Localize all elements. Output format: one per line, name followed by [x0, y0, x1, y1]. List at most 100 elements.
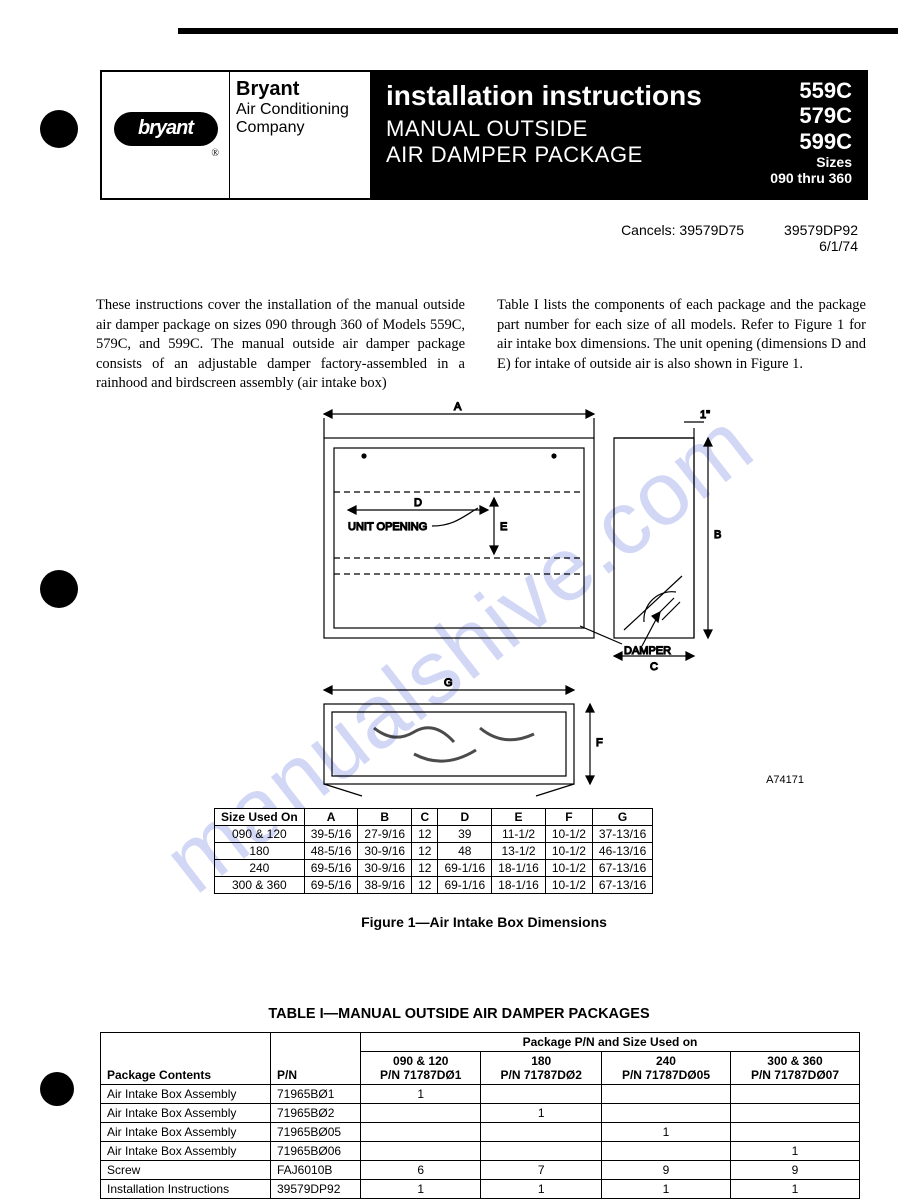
cell: 48-5/16: [304, 843, 358, 860]
col-header: E: [492, 809, 546, 826]
cell-qty: 1: [361, 1180, 481, 1199]
cell: 10-1/2: [545, 843, 592, 860]
cell: 67-13/16: [592, 860, 652, 877]
cell-qty: [481, 1142, 601, 1161]
dim-G: G: [444, 677, 453, 689]
size-col-header: 240P/N 71787DØ05: [601, 1052, 730, 1085]
cancels-text: Cancels: 39579D75: [621, 222, 744, 238]
cell-qty: [601, 1104, 730, 1123]
col-package-contents: Package Contents: [101, 1033, 271, 1085]
cell: 69-1/16: [438, 877, 492, 894]
cell-qty: 6: [361, 1161, 481, 1180]
cell: 67-13/16: [592, 877, 652, 894]
package-table: Package Contents P/N Package P/N and Siz…: [100, 1032, 860, 1199]
brand-name: Bryant: [236, 78, 364, 101]
cell-qty: [361, 1142, 481, 1161]
cell-qty: 1: [361, 1085, 481, 1104]
col-header: B: [358, 809, 412, 826]
cell-qty: [730, 1104, 859, 1123]
table-row: 090 & 12039-5/1627-9/16123911-1/210-1/23…: [215, 826, 653, 843]
cell-qty: 7: [481, 1161, 601, 1180]
table-row: 24069-5/1630-9/161269-1/1618-1/1610-1/26…: [215, 860, 653, 877]
figure-caption: Figure 1—Air Intake Box Dimensions: [104, 914, 864, 930]
table-row: Air Intake Box Assembly71965BØ11: [101, 1085, 860, 1104]
cell-qty: [481, 1085, 601, 1104]
cell: 30-9/16: [358, 843, 412, 860]
cell: 12: [412, 826, 438, 843]
title-left: installation instructions MANUAL OUTSIDE…: [386, 78, 702, 192]
cell-pn: 71965BØ1: [271, 1085, 361, 1104]
cell-pn: FAJ6010B: [271, 1161, 361, 1180]
cell: 69-5/16: [304, 860, 358, 877]
cell-name: Air Intake Box Assembly: [101, 1104, 271, 1123]
dim-C: C: [650, 661, 658, 673]
col-header: C: [412, 809, 438, 826]
cell-qty: [601, 1085, 730, 1104]
table1-title: TABLE I—MANUAL OUTSIDE AIR DAMPER PACKAG…: [0, 1006, 918, 1022]
meta-docnum: 39579DP92 6/1/74: [784, 222, 858, 254]
table-row: Air Intake Box Assembly71965BØ2 1: [101, 1104, 860, 1123]
air-intake-schematic: D E UNIT OPENING A DAMPER: [304, 398, 824, 802]
cell: 180: [215, 843, 305, 860]
cell-pn: 39579DP92: [271, 1180, 361, 1199]
figure-1: D E UNIT OPENING A DAMPER: [104, 398, 864, 918]
cell: 37-13/16: [592, 826, 652, 843]
cell-name: Screw: [101, 1161, 271, 1180]
dimension-table: Size Used OnABCDEFG 090 & 12039-5/1627-9…: [214, 808, 653, 894]
cell-qty: 1: [481, 1104, 601, 1123]
intro-text: These instructions cover the installatio…: [96, 296, 866, 394]
title-cell: installation instructions MANUAL OUTSIDE…: [372, 72, 866, 198]
cell: 18-1/16: [492, 877, 546, 894]
cell-qty: 9: [601, 1161, 730, 1180]
table-row: Air Intake Box Assembly71965BØ051: [101, 1123, 860, 1142]
cell-qty: 9: [730, 1161, 859, 1180]
col-header: G: [592, 809, 652, 826]
cell: 30-9/16: [358, 860, 412, 877]
punch-hole: [40, 1072, 74, 1106]
cell-qty: [730, 1085, 859, 1104]
cell-pn: 71965BØ2: [271, 1104, 361, 1123]
cell: 10-1/2: [545, 877, 592, 894]
cell-name: Air Intake Box Assembly: [101, 1085, 271, 1104]
cell-qty: 1: [730, 1142, 859, 1161]
intro-col-2: Table I lists the components of each pac…: [497, 296, 866, 394]
cell: 12: [412, 843, 438, 860]
dim-E: E: [500, 521, 507, 533]
sizes-range: 090 thru 360: [770, 170, 852, 186]
meta-cancels: Cancels: 39579D75: [621, 222, 744, 254]
cell: 69-5/16: [304, 877, 358, 894]
cell: 300 & 360: [215, 877, 305, 894]
cell-name: Air Intake Box Assembly: [101, 1142, 271, 1161]
cell-pn: 71965BØ06: [271, 1142, 361, 1161]
registered-mark: ®: [211, 148, 219, 159]
table-row: Air Intake Box Assembly71965BØ06 1: [101, 1142, 860, 1161]
cell: 46-13/16: [592, 843, 652, 860]
intro-col-1: These instructions cover the installatio…: [96, 296, 465, 394]
cell: 13-1/2: [492, 843, 546, 860]
size-col-header: 300 & 360P/N 71787DØ07: [730, 1052, 859, 1085]
brand-logo: bryant: [114, 112, 218, 146]
table-row: 18048-5/1630-9/16124813-1/210-1/246-13/1…: [215, 843, 653, 860]
cell-qty: [730, 1123, 859, 1142]
cell-qty: 1: [730, 1180, 859, 1199]
cell: 39: [438, 826, 492, 843]
cell-qty: 1: [481, 1180, 601, 1199]
size-col-header: 090 & 120P/N 71787DØ1: [361, 1052, 481, 1085]
brand-line3: Company: [236, 119, 364, 137]
doc-subtitle-1: MANUAL OUTSIDE: [386, 116, 702, 142]
doc-number: 39579DP92: [784, 222, 858, 238]
cell: 240: [215, 860, 305, 877]
title-right: 559C 579C 599C Sizes 090 thru 360: [770, 78, 852, 192]
doc-subtitle-2: AIR DAMPER PACKAGE: [386, 142, 702, 168]
cell-qty: [361, 1104, 481, 1123]
dim-D: D: [414, 497, 422, 509]
dim-A: A: [454, 401, 462, 413]
cell-qty: 1: [601, 1123, 730, 1142]
dim-B: B: [714, 529, 721, 541]
cell: 10-1/2: [545, 860, 592, 877]
table-row: Package Contents P/N Package P/N and Siz…: [101, 1033, 860, 1052]
col-header: D: [438, 809, 492, 826]
sizes-label: Sizes: [816, 154, 852, 170]
punch-hole: [40, 110, 78, 148]
cell: 11-1/2: [492, 826, 546, 843]
